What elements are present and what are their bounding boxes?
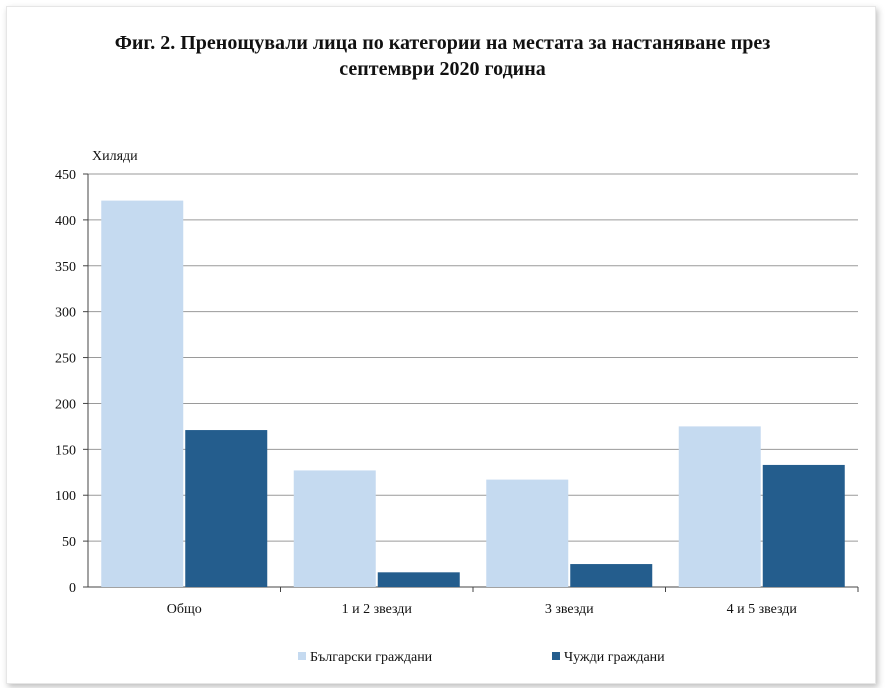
chart-title: Фиг. 2. Пренощували лица по категории на… (0, 30, 885, 82)
y-tick-label-350: 350 (55, 260, 76, 275)
y-tick-label-100: 100 (55, 489, 76, 504)
legend-label-0: Български граждани (310, 650, 433, 665)
y-tick-label-450: 450 (55, 168, 76, 183)
x-tick-label-3: 4 и 5 звезди (727, 602, 798, 617)
bar-bulgarian-0 (101, 200, 184, 588)
y-tick-label-250: 250 (55, 352, 76, 367)
bar-foreign-2 (570, 564, 653, 587)
chart-title-line-2: септември 2020 година (339, 58, 546, 80)
y-tick-label-0: 0 (69, 581, 76, 596)
chart-title-line-1: Фиг. 2. Пренощували лица по категории на… (114, 32, 771, 54)
bar-foreign-1 (377, 572, 460, 587)
y-axis-label: Хиляди (92, 149, 138, 164)
legend-label-1: Чужди граждани (564, 650, 665, 665)
x-tick-label-1: 1 и 2 звезди (342, 602, 413, 617)
x-tick-label-2: 3 звезди (545, 602, 594, 617)
legend-swatch-1 (552, 652, 560, 660)
x-tick-label-0: Общо (167, 602, 202, 617)
bar-foreign-3 (762, 464, 845, 587)
legend-swatch-0 (298, 652, 306, 660)
bar-foreign-0 (185, 430, 268, 587)
bar-bulgarian-2 (486, 479, 569, 587)
bar-bulgarian-1 (293, 470, 376, 587)
y-tick-label-150: 150 (55, 443, 76, 458)
y-tick-label-300: 300 (55, 306, 76, 321)
bar-bulgarian-3 (678, 426, 761, 587)
y-tick-label-400: 400 (55, 214, 76, 229)
y-tick-label-50: 50 (62, 535, 76, 550)
y-tick-label-200: 200 (55, 397, 76, 412)
